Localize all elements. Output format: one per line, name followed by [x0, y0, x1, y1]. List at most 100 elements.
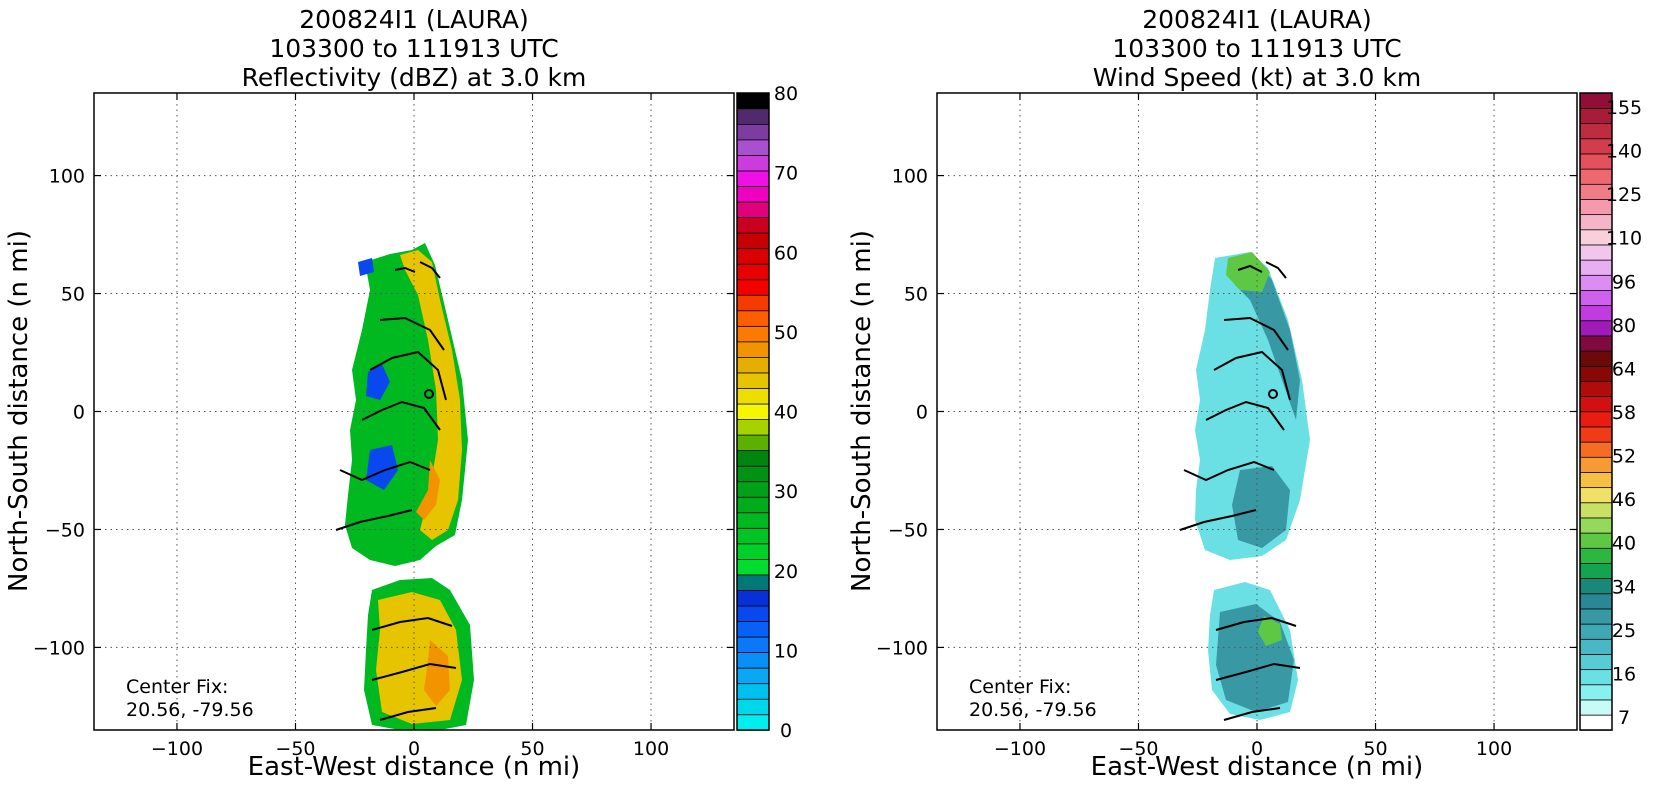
colorbar-tick-label: 16 — [1612, 663, 1636, 685]
center-fix-coordinates: 20.56, -79.56 — [126, 699, 254, 721]
colorbar-tick-label: 110 — [1606, 228, 1642, 250]
colorbar-segment — [1579, 304, 1613, 322]
wind-hi — [1226, 252, 1270, 292]
colorbar-tick-label: 155 — [1606, 97, 1642, 119]
colorbar-tick-label: 40 — [774, 402, 798, 424]
wind-mid — [1230, 256, 1300, 420]
colorbar-tick-label: 58 — [1612, 402, 1636, 424]
wind-barbs — [1179, 261, 1301, 721]
chart-title-line-3: Wind Speed (kt) at 3.0 km — [1093, 63, 1421, 92]
colorbar-segment — [1579, 456, 1613, 473]
x-tick-label: 0 — [1251, 738, 1263, 760]
colorbar-tick-label: 52 — [1612, 446, 1636, 468]
y-axis-label: North-South distance (n mi) — [4, 230, 34, 592]
colorbar-segment — [1579, 593, 1613, 610]
wind-hi — [1258, 616, 1282, 646]
colorbar-segment — [736, 667, 770, 685]
y-tick-label: 50 — [61, 284, 85, 306]
x-axis-label: East-West distance (n mi) — [1091, 752, 1424, 782]
colorbar-tick-label: 96 — [1612, 271, 1636, 293]
colorbar-tick-label: 30 — [774, 481, 798, 503]
colorbar-tick-label: 140 — [1606, 141, 1642, 163]
colorbar-tick-label: 0 — [780, 720, 792, 742]
x-axis-ticks: −100 −50 0 50 100 — [994, 93, 1512, 760]
echo-weak — [366, 445, 398, 490]
colorbar-tick-label: 80 — [1612, 315, 1636, 337]
colorbar-tick-label: 40 — [1612, 533, 1636, 555]
colorbar-segment — [736, 636, 770, 654]
colorbar-segment — [736, 574, 770, 591]
colorbar-segment — [1579, 395, 1613, 413]
colorbar-tick-label: 125 — [1606, 184, 1642, 206]
colorbar-segment — [736, 434, 770, 452]
x-axis-ticks: −100 −50 0 50 100 — [151, 93, 669, 760]
reflectivity-panel: 200824I1 (LAURA) 103300 to 111913 UTC Re… — [4, 5, 798, 782]
wind-speed-panel: 200824I1 (LAURA) 103300 to 111913 UTC Wi… — [847, 5, 1642, 782]
colorbar-segment — [1579, 441, 1613, 458]
colorbar-segment — [736, 481, 770, 498]
x-tick-label: −50 — [275, 738, 315, 760]
chart-title-line-3: Reflectivity (dBZ) at 3.0 km — [242, 63, 587, 92]
y-tick-label: −50 — [888, 519, 928, 541]
colorbar-segment — [736, 403, 770, 420]
gridlines — [94, 93, 734, 730]
chart-title-line-2: 103300 to 111913 UTC — [269, 34, 558, 63]
colorbar-segment — [736, 92, 770, 110]
colorbar-segment — [736, 605, 770, 622]
colorbar-segment — [1579, 168, 1613, 185]
colorbar-segment — [1579, 608, 1613, 625]
colorbar-segment — [736, 341, 770, 358]
colorbar-segment — [736, 418, 770, 436]
x-tick-label: 100 — [633, 738, 669, 760]
colorbar-segment — [736, 465, 770, 483]
gridlines — [937, 93, 1577, 730]
colorbar-segment — [736, 310, 770, 327]
x-tick-label: 100 — [1476, 738, 1512, 760]
colorbar-segment — [736, 682, 770, 700]
x-tick-label: 50 — [520, 738, 544, 760]
colorbar-segment — [1579, 577, 1613, 595]
colorbar-segment — [1579, 471, 1613, 489]
x-tick-label: −100 — [151, 738, 203, 760]
x-tick-label: −100 — [994, 738, 1046, 760]
echo-weak — [358, 258, 374, 276]
wind-mid — [1232, 466, 1290, 548]
chart-title-line-2: 103300 to 111913 UTC — [1112, 34, 1401, 63]
colorbar-segment — [1579, 335, 1613, 352]
y-tick-label: −100 — [876, 637, 928, 659]
x-tick-label: −50 — [1118, 738, 1158, 760]
colorbar-tick-label: 20 — [774, 561, 798, 583]
wind-speed-colorbar: 7 16 25 34 40 46 52 58 64 80 96 110 125 140 155 — [1579, 92, 1642, 731]
colorbar-segment — [1579, 638, 1613, 655]
colorbar-segment — [1579, 547, 1613, 564]
y-axis-label: North-South distance (n mi) — [847, 230, 877, 592]
colorbar-segment — [736, 325, 770, 343]
wind-field — [1195, 252, 1310, 720]
center-fix-label: Center Fix: — [969, 676, 1071, 698]
colorbar-tick-label: 46 — [1612, 489, 1636, 511]
colorbar-segment — [1579, 320, 1613, 337]
y-tick-label: 50 — [904, 284, 928, 306]
colorbar-segment — [736, 512, 770, 529]
colorbar-segment — [736, 387, 770, 405]
colorbar-tick-label: 7 — [1618, 707, 1630, 729]
colorbar-segment — [1579, 653, 1613, 671]
colorbar-tick-label: 34 — [1612, 576, 1636, 598]
reflectivity-colorbar: 0 10 20 30 40 50 60 70 80 — [736, 83, 798, 742]
colorbar-tick-label: 64 — [1612, 358, 1636, 380]
colorbar-segment — [1579, 289, 1613, 307]
x-axis-label: East-West distance (n mi) — [248, 752, 581, 782]
plot-area — [936, 92, 1578, 731]
y-tick-label: −50 — [45, 519, 85, 541]
colorbar-segment — [1579, 411, 1613, 428]
chart-title-line-1: 200824I1 (LAURA) — [299, 5, 529, 34]
y-axis-ticks: −100 −50 0 50 100 — [33, 166, 734, 659]
colorbar-segment — [1579, 668, 1613, 686]
colorbar-segment — [1579, 623, 1613, 640]
wind-barbs — [335, 261, 457, 721]
colorbar-segment — [736, 139, 770, 156]
radar-field — [345, 243, 474, 730]
colorbar-segment — [736, 651, 770, 669]
y-tick-label: 0 — [916, 402, 928, 424]
colorbar-tick-label: 10 — [774, 640, 798, 662]
